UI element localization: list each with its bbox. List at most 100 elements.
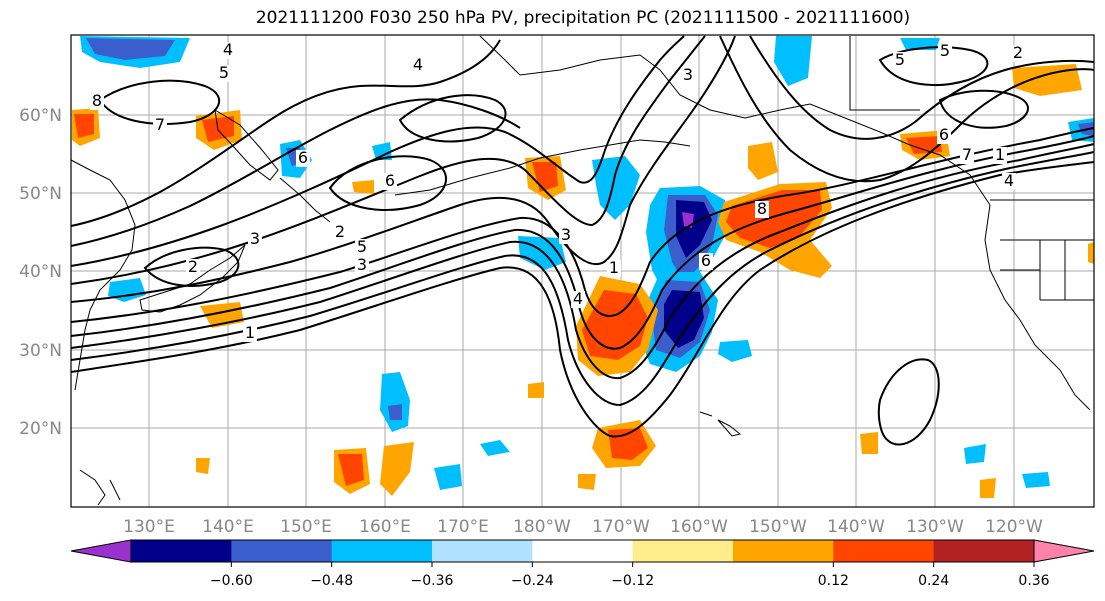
- pv-contour-label: 5: [895, 50, 905, 69]
- contour-label-background: [755, 201, 769, 218]
- latitude-label: 40°N: [19, 262, 62, 282]
- precip-positive-area: [748, 142, 778, 180]
- contour-label-background: [960, 147, 974, 164]
- pv-contour: [70, 35, 736, 303]
- pv-contour-label: 6: [298, 148, 308, 167]
- contour-label-background: [217, 65, 231, 82]
- kamchatka-coastline: [214, 109, 279, 181]
- pv-contour: [70, 143, 1095, 380]
- colorbar-segment: [131, 540, 232, 562]
- contour-label-background: [221, 42, 235, 59]
- colorbar-tick-label: 0.12: [818, 573, 849, 589]
- map-frame: [70, 34, 1095, 508]
- contour-label-background: [243, 325, 257, 342]
- precip-negative-area: [664, 290, 704, 348]
- pv-contour: [938, 89, 1029, 129]
- pv-contour-label: 4: [573, 289, 583, 308]
- contour-label-background: [333, 224, 347, 241]
- longitude-label: 160°W: [670, 517, 728, 537]
- north-america-coastline: [984, 204, 1091, 411]
- longitude-labels: 130°E 140°E 150°E 160°E 170°E 180°W 170°W 160°W…: [123, 517, 1043, 537]
- pv-contour: [70, 35, 685, 267]
- alaska-coastline: [479, 35, 991, 206]
- latitude-label: 30°N: [19, 341, 62, 361]
- precip-positive-area: [380, 442, 414, 496]
- pv-contour: [70, 161, 1095, 438]
- colorbar-segment: [733, 540, 834, 562]
- contour-label-background: [681, 67, 695, 84]
- pv-contour: [328, 155, 447, 211]
- colorbar-tick-label: 0.36: [1018, 573, 1049, 589]
- contour-label-background: [355, 257, 369, 274]
- precip-negative-area: [964, 444, 986, 464]
- pv-contour: [398, 94, 507, 143]
- pv-contour-label: 7: [962, 145, 972, 164]
- colorbar-segment: [933, 540, 1035, 562]
- contour-label-background: [186, 259, 200, 276]
- pv-contour: [143, 246, 240, 287]
- colorbar: −0.60−0.48−0.36−0.24−0.120.120.240.360.4…: [70, 539, 1095, 589]
- contour-label-background: [248, 231, 262, 248]
- pv-contour-label: 1: [995, 145, 1005, 164]
- pv-contour-label: 2: [1013, 43, 1023, 62]
- pv-contour-label: 3: [250, 229, 260, 248]
- contour-label-background: [411, 57, 425, 74]
- pv-contour-label: 8: [757, 199, 767, 218]
- contour-label-background: [383, 173, 397, 190]
- colorbar-tick-label: −0.60: [210, 573, 253, 589]
- precip-positive-area: [860, 432, 878, 454]
- pv-contour: [878, 46, 989, 86]
- precip-negative-area: [388, 404, 402, 420]
- contour-label-background: [607, 260, 621, 277]
- longitude-label: 140°W: [827, 517, 885, 537]
- precip-negative-area: [434, 464, 462, 490]
- precip-positive-area: [1012, 64, 1082, 96]
- pv-contour-label: 3: [357, 255, 367, 274]
- pv-contour: [719, 35, 1095, 183]
- contour-label-background: [571, 291, 585, 308]
- precip-negative-area: [592, 156, 640, 220]
- us-states: [1000, 239, 1094, 301]
- precip-positive-area: [726, 190, 822, 248]
- longitude-label: 150°W: [749, 517, 807, 537]
- contour-label-background: [296, 150, 310, 167]
- colorbar-segment: [331, 540, 433, 562]
- colorbar-tick-label: −0.12: [611, 573, 654, 589]
- longitude-label: 160°E: [359, 517, 411, 537]
- pv-contour-label: 6: [385, 171, 395, 190]
- precip-positive-area: [352, 180, 374, 194]
- pv-contour: [98, 79, 220, 125]
- precip-positive-area: [980, 478, 996, 498]
- pv-contour-label: 2: [188, 257, 198, 276]
- longitude-label: 130°E: [123, 517, 175, 537]
- contour-label-background: [90, 93, 104, 110]
- colorbar-segment: [632, 540, 734, 562]
- pv-contour-label: 4: [1004, 171, 1014, 190]
- longitude-label: 170°E: [437, 517, 489, 537]
- longitude-label: 170°W: [592, 517, 650, 537]
- contour-label-background: [1002, 173, 1016, 190]
- precip-negative-area: [372, 142, 392, 160]
- pv-contour-label: 1: [609, 258, 619, 277]
- pv-contour-label: 6: [939, 125, 949, 144]
- precip-negative-area: [480, 440, 510, 456]
- pv-contour-label: 4: [223, 40, 233, 59]
- contour-label-background: [993, 147, 1007, 164]
- pv-contour-label: 2: [335, 222, 345, 241]
- colorbar-extend-min: [70, 539, 132, 563]
- pv-contour: [70, 151, 1095, 407]
- pv-contour-label: 5: [357, 237, 367, 256]
- contour-label-background: [938, 43, 952, 60]
- pv-contour: [70, 39, 501, 227]
- pv-contour: [877, 358, 940, 446]
- colorbar-segment: [833, 540, 935, 562]
- chart-title: 2021111200 F030 250 hPa PV, precipitatio…: [255, 8, 911, 28]
- pv-contour-label: 8: [92, 91, 102, 110]
- precip-positive-area: [578, 474, 596, 490]
- pv-contour-label: 3: [561, 225, 571, 244]
- pv-contour: [70, 135, 1095, 350]
- contour-label-background: [893, 52, 907, 69]
- aleutian-islands: [394, 139, 691, 196]
- longitude-label: 150°E: [280, 517, 332, 537]
